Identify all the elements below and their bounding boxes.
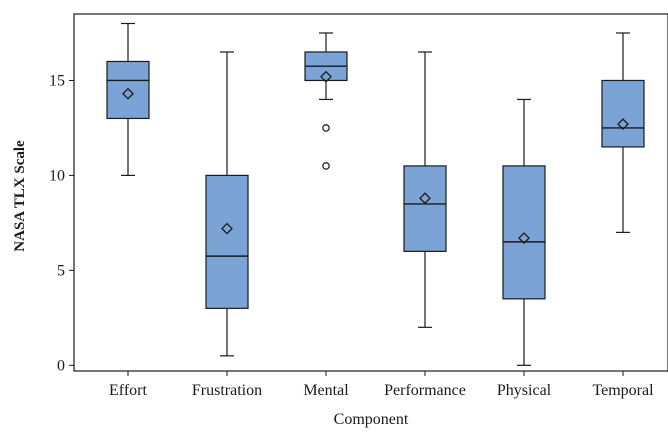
x-tick-label: Temporal (592, 382, 654, 399)
x-axis-title: Component (334, 411, 409, 428)
box-frustration (205, 51, 249, 357)
y-tick-label: 0 (57, 357, 65, 374)
mean-marker (221, 222, 233, 235)
y-axis: 0 5 10 15 (49, 72, 74, 374)
x-tick-label: Performance (384, 382, 466, 399)
y-axis-title: NASA TLX Scale (12, 140, 28, 252)
y-tick-label: 5 (57, 262, 65, 279)
iqr-box (106, 60, 150, 120)
mean-marker (419, 192, 431, 205)
y-tick-label: 15 (49, 72, 65, 89)
mean-marker (320, 70, 332, 83)
x-tick-label: Physical (497, 382, 552, 399)
x-tick-label: Frustration (192, 382, 262, 399)
outlier-point (322, 162, 330, 170)
x-axis: Effort Frustration Mental Performance Physic… (109, 371, 654, 399)
boxes-layer (106, 22, 645, 366)
mean-marker (518, 232, 530, 244)
iqr-box (403, 165, 447, 252)
box-physical (502, 98, 546, 366)
x-tick-label: Effort (109, 382, 147, 399)
x-tick-label: Mental (303, 382, 349, 399)
mean-marker (617, 118, 629, 131)
iqr-box (601, 79, 645, 148)
box-temporal (601, 32, 645, 233)
mean-marker (122, 87, 134, 100)
box-performance (403, 51, 447, 328)
outlier-point (322, 124, 330, 132)
iqr-box (205, 174, 249, 309)
y-tick-label: 10 (49, 167, 65, 184)
box-effort (106, 22, 150, 177)
plot-frame (73, 13, 668, 372)
box-mental (304, 32, 348, 170)
